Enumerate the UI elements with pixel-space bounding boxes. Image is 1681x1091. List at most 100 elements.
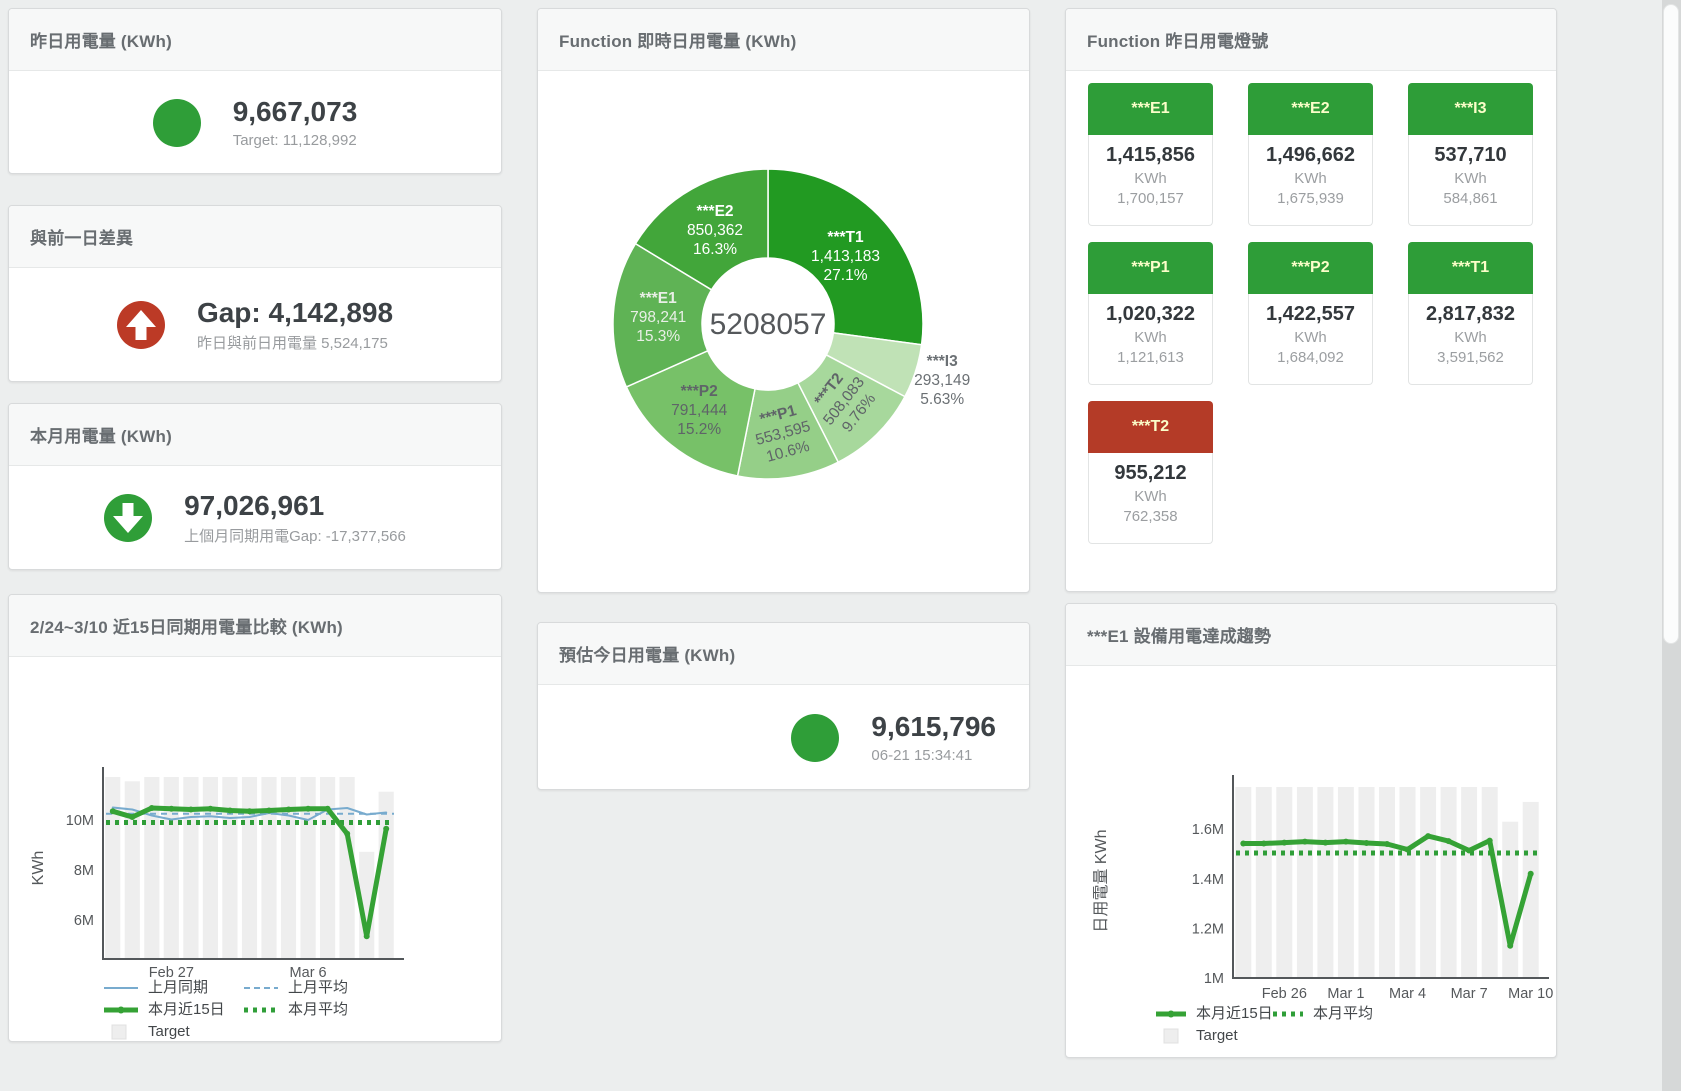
series-point	[1322, 839, 1329, 846]
legend-item-series[interactable]: 本月近15日	[1156, 1005, 1273, 1022]
tile-value: 1,496,662	[1266, 144, 1355, 166]
legend-label: 上月同期	[148, 979, 208, 996]
tile-target-value: 1,700,157	[1117, 190, 1184, 207]
y-tick-label: 1.6M	[1192, 822, 1224, 838]
tile-target-value: 1,675,939	[1277, 190, 1344, 207]
series-point	[1281, 839, 1288, 846]
series-point	[305, 805, 312, 812]
panel-realtime-donut: Function 即時日用電量 (KWh) ***T1 1,413,183 27.1…	[537, 8, 1030, 593]
tile-target-value: 584,861	[1443, 190, 1498, 207]
series-point	[1301, 838, 1308, 845]
x-tick-label: Mar 10	[1508, 986, 1553, 1002]
panel-title: 昨日用電量 (KWh)	[30, 32, 172, 51]
panel-header-forecast[interactable]: 預估今日用電量 (KWh)	[538, 623, 1029, 685]
panel-header-yesterday[interactable]: 昨日用電量 (KWh)	[9, 9, 501, 71]
donut-slice-E1[interactable]	[612, 242, 713, 388]
tile-unit: KWh	[1134, 488, 1167, 505]
light-tile-I3: ***I3 537,710 KWh 584,861	[1408, 83, 1533, 226]
panel-title: Function 即時日用電量 (KWh)	[559, 32, 797, 51]
x-tick-label: Mar 1	[1327, 986, 1364, 1002]
light-tile-E2: ***E2 1,496,662 KWh 1,675,939	[1248, 83, 1373, 226]
panel-e1-trend: ***E1 設備用電達成趨勢 1M 1.2M 1.4M 1.6M Feb 26 Mar 1…	[1065, 603, 1557, 1058]
panel-header-donut[interactable]: Function 即時日用電量 (KWh)	[538, 9, 1029, 71]
donut-slice-E2[interactable]	[634, 168, 769, 291]
stat-subtext: 昨日與前日用電量 5,524,175	[196, 335, 388, 353]
legend-item-series[interactable]: 本月平均	[244, 1001, 348, 1018]
tile-target-value: 762,358	[1123, 508, 1178, 525]
legend-item-target[interactable]: Target	[111, 1023, 191, 1040]
series-point	[1342, 838, 1349, 845]
tile-status-header: ***I3	[1408, 83, 1533, 135]
series-point	[266, 807, 272, 814]
target-bar	[359, 851, 375, 960]
status-circle-icon	[791, 713, 840, 762]
legend-item-series[interactable]: 本月近15日	[104, 1001, 225, 1018]
target-bar	[1235, 787, 1252, 978]
series-point	[148, 805, 155, 811]
legend-item-series[interactable]: 上月平均	[244, 979, 348, 996]
panel-title: 與前一日差異	[30, 229, 134, 248]
series-point	[285, 806, 292, 813]
target-bar	[1276, 787, 1293, 978]
panel-header-month[interactable]: 本月用電量 (KWh)	[9, 404, 501, 466]
series-point	[1240, 840, 1247, 847]
tile-target-value: 1,684,092	[1277, 349, 1344, 366]
target-bar	[1379, 787, 1395, 978]
donut-center-total: 5208057	[710, 308, 827, 341]
x-tick-label: Mar 4	[1389, 986, 1426, 1002]
series-line	[111, 806, 388, 821]
legend-label: 上月平均	[288, 979, 348, 996]
tile-body: 1,422,557 KWh 1,684,092	[1248, 294, 1373, 385]
legend-item-series[interactable]: 上月同期	[104, 979, 208, 996]
tile-status-header: ***P1	[1088, 242, 1213, 294]
target-bar	[163, 777, 179, 959]
stat-content: 97,026,961 上個月同期用電Gap: -17,377,566	[9, 466, 501, 570]
donut-chart: ***T1 1,413,183 27.1%***I3 293,149 5.63%***T…	[612, 168, 970, 480]
series-point	[1466, 847, 1473, 854]
y-tick-label: 6M	[74, 913, 94, 929]
status-circle-icon	[152, 98, 201, 147]
tile-value: 2,817,832	[1426, 303, 1515, 325]
target-bar	[1522, 801, 1539, 978]
legend-swatch-box	[111, 1024, 127, 1040]
donut-slice-T1[interactable]	[767, 168, 924, 346]
panel-header-day-gap[interactable]: 與前一日差異	[9, 206, 501, 268]
series-point	[324, 805, 331, 812]
target-bar	[1317, 787, 1334, 978]
series-point	[1425, 833, 1432, 840]
series-point	[344, 830, 351, 837]
target-bar	[300, 777, 316, 959]
donut-slice-label: ***T1 1,413,183 27.1%	[811, 229, 880, 284]
target-bar	[1502, 821, 1519, 978]
target-bar	[1296, 787, 1313, 978]
legend-label: 本月近15日	[148, 1001, 225, 1018]
series-point	[1445, 838, 1452, 845]
legend-swatch-point	[117, 1006, 125, 1014]
legend-item-series[interactable]: 本月平均	[1273, 1005, 1373, 1022]
series-point	[1507, 942, 1514, 949]
stat-content: 9,667,073 Target: 11,128,992	[9, 71, 501, 174]
panel-compare-chart: 2/24~3/10 近15日同期用電量比較 (KWh) 6M 8M 10M Feb 2…	[8, 594, 502, 1042]
target-bar	[280, 777, 297, 959]
y-tick-label: 1.4M	[1192, 872, 1224, 888]
panel-forecast: 預估今日用電量 (KWh) 9,615,796 06-21 15:34:41	[537, 622, 1030, 790]
stat-value: 97,026,961	[184, 489, 325, 521]
panel-header-lights[interactable]: Function 昨日用電燈號	[1066, 9, 1556, 71]
panel-title: 本月用電量 (KWh)	[30, 427, 172, 446]
tile-value: 537,710	[1434, 144, 1507, 166]
tile-status-header: ***T1	[1408, 242, 1533, 294]
tile-status-header: ***T2	[1088, 401, 1213, 453]
target-bar	[1481, 787, 1498, 978]
donut-slice-P2[interactable]	[625, 349, 756, 477]
scrollbar-thumb[interactable]	[1663, 4, 1679, 644]
tile-target-value: 1,121,613	[1117, 349, 1184, 366]
legend-item-target[interactable]: Target	[1163, 1027, 1239, 1044]
series-point	[363, 933, 370, 940]
panel-header-e1-trend[interactable]: ***E1 設備用電達成趨勢	[1066, 604, 1556, 666]
scrollbar-track[interactable]	[1662, 0, 1681, 1091]
series-point	[227, 807, 233, 814]
tile-status-header: ***P2	[1248, 242, 1373, 294]
target-bar	[1399, 787, 1416, 978]
panel-header-compare[interactable]: 2/24~3/10 近15日同期用電量比較 (KWh)	[9, 595, 501, 657]
